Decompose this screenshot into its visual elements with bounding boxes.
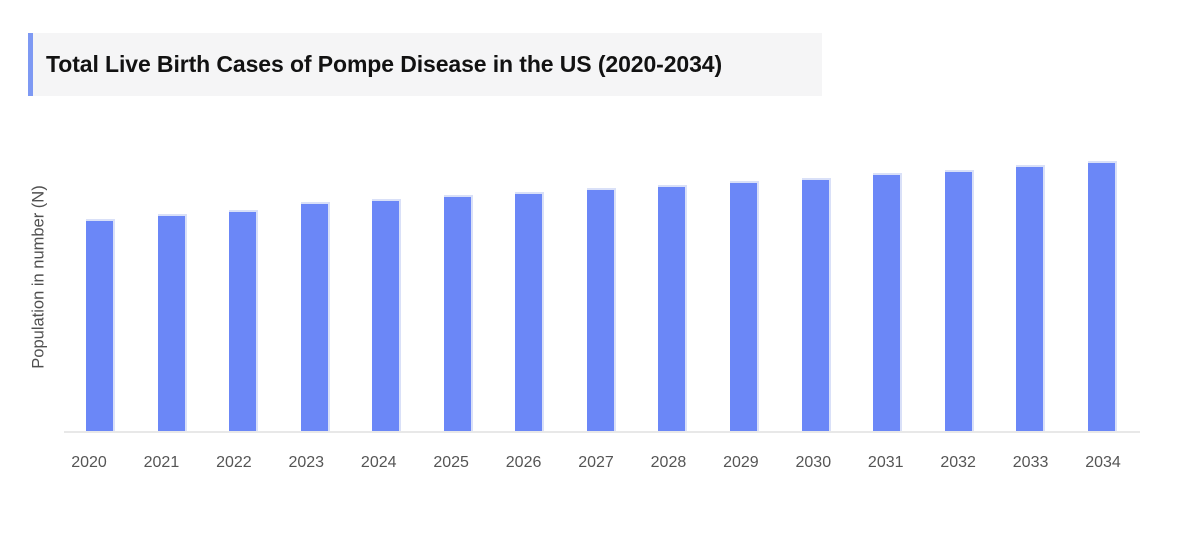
x-tick-label-2029: 2029 [723, 454, 759, 471]
bar-2029 [729, 181, 759, 431]
bar-2025 [443, 195, 473, 431]
x-tick-label-2030: 2030 [795, 454, 832, 471]
x-tick-label-2033: 2033 [1012, 454, 1049, 471]
y-axis-label: Population in number (N) [29, 185, 48, 369]
x-tick-label-2027: 2027 [578, 454, 614, 471]
x-tick-label-2021: 2021 [143, 454, 180, 471]
bar-2028 [658, 185, 688, 431]
bar-2034 [1087, 161, 1117, 431]
x-tick-label-2032: 2032 [940, 454, 976, 471]
x-tick-label-2020: 2020 [71, 454, 107, 471]
bar-2027 [586, 188, 616, 431]
plot-area: 2020 2021 2022 2023 2024 2025 2026 2027 2028 2029… [64, 140, 1140, 500]
x-tick-label-2031: 2031 [867, 454, 904, 471]
x-tick-label-2024: 2024 [360, 454, 397, 471]
bar-2032 [944, 170, 974, 431]
x-tick-label-2022: 2022 [216, 454, 252, 471]
chart-title-block: Total Live Birth Cases of Pompe Disease … [28, 33, 822, 96]
bar-2033 [1016, 165, 1046, 431]
x-axis-tick-labels: 2020 2021 2022 2023 2024 2025 2026 2027 2028 2029… [64, 452, 1140, 476]
x-axis-line [64, 431, 1140, 433]
x-tick-label-2028: 2028 [650, 454, 687, 471]
bar-2026 [515, 192, 545, 431]
bar-2024 [372, 199, 402, 431]
chart-title: Total Live Birth Cases of Pompe Disease … [46, 51, 723, 77]
x-tick-label-2023: 2023 [288, 454, 325, 471]
bar-2020 [86, 219, 115, 431]
bars-container [64, 140, 1140, 431]
bar-2030 [801, 178, 831, 431]
bar-2023 [300, 202, 330, 431]
x-tick-label-2034: 2034 [1085, 454, 1121, 471]
x-tick-label-2026: 2026 [505, 454, 542, 471]
title-accent-bar [28, 33, 33, 96]
bar-2022 [229, 210, 259, 431]
x-tick-label-2025: 2025 [433, 454, 469, 471]
bar-2021 [157, 214, 187, 431]
bar-2031 [873, 173, 903, 431]
